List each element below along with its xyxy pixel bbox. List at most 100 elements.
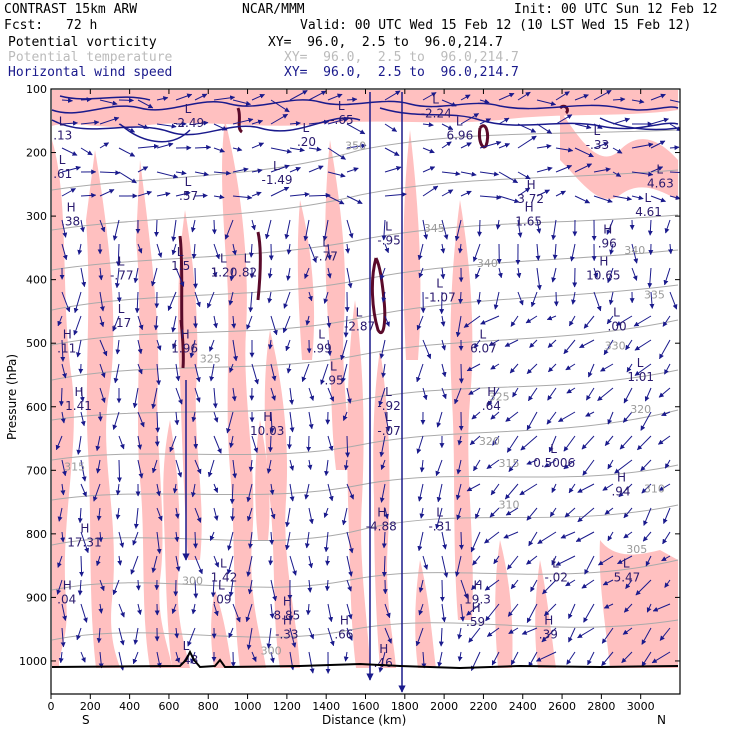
x-tick-label: 3000	[627, 700, 655, 713]
wind-arrow	[510, 651, 519, 666]
wind-arrow	[231, 243, 237, 256]
wind-arrow	[209, 363, 215, 382]
wind-arrow	[555, 555, 576, 566]
wind-arrow	[463, 315, 481, 328]
wind-arrow	[669, 195, 680, 200]
wind-arrow	[471, 579, 481, 591]
wind-arrow	[99, 315, 105, 328]
wind-arrow	[422, 147, 435, 154]
wind-arrow	[269, 531, 275, 545]
wind-arrow	[98, 531, 104, 543]
wind-arrow	[641, 651, 652, 667]
extremum-value: 1.5	[171, 259, 190, 273]
wind-arrow	[593, 195, 613, 203]
wind-arrow	[231, 387, 237, 402]
wind-arrow	[118, 147, 136, 157]
wind-arrow	[379, 267, 386, 280]
pv-region	[222, 120, 266, 668]
theta-isoline	[51, 214, 679, 271]
wind-arrow	[112, 411, 120, 430]
extremum-type: L	[436, 277, 443, 291]
wind-arrow	[608, 291, 614, 305]
x-tick-label: 2800	[587, 700, 615, 713]
wind-arrow	[555, 91, 570, 101]
wind-arrow	[153, 315, 159, 331]
wind-arrow	[213, 243, 221, 260]
extremum-value: 5.47	[614, 570, 641, 584]
wind-arrow	[308, 243, 317, 263]
wind-arrow	[418, 603, 424, 616]
wind-arrow	[156, 363, 162, 386]
wind-arrow	[544, 603, 557, 617]
wind-arrow	[510, 315, 519, 327]
wind-arrow	[505, 507, 519, 516]
wind-arrow	[346, 267, 353, 289]
extremum-value: .20	[297, 135, 316, 149]
wind-arrow	[61, 97, 73, 103]
wind-arrow	[99, 170, 121, 176]
wind-arrow	[99, 142, 110, 149]
wind-arrow	[343, 651, 349, 662]
wind-arrow	[659, 627, 671, 641]
wind-arrow	[268, 435, 273, 453]
extremum-value: 10.03	[250, 424, 284, 438]
org-label: NCAR/MMM	[242, 2, 305, 17]
wind-arrow	[289, 167, 301, 173]
wind-arrow	[112, 219, 120, 241]
extremum-type: L	[385, 385, 392, 399]
init-time: Init: 00 UTC Sun 12 Feb 12	[514, 2, 718, 17]
wind-arrow	[96, 507, 102, 521]
wind-arrow	[305, 603, 311, 616]
wind-arrow	[587, 651, 595, 666]
x-tick-label: 2200	[469, 700, 497, 713]
wind-arrow	[137, 435, 143, 450]
wind-arrow	[80, 267, 87, 288]
wind-arrow	[340, 339, 348, 361]
theta-label: 320	[630, 403, 651, 416]
wind-arrow	[498, 143, 511, 149]
wind-arrow	[155, 411, 161, 433]
wind-arrow	[320, 363, 329, 385]
field-xy-theta: XY= 96.0, 2.5 to 96.0,214.7	[284, 50, 519, 65]
wind-arrow	[248, 243, 254, 258]
extremum-value: .00	[608, 319, 627, 333]
wind-arrow	[270, 387, 276, 401]
wind-arrow	[118, 97, 134, 103]
wind-arrow	[384, 166, 402, 173]
wind-arrow	[487, 387, 500, 407]
wind-arrow	[441, 189, 454, 197]
wind-arrow	[631, 267, 638, 281]
wind-arrow	[422, 555, 429, 570]
extremum-type: L	[385, 220, 392, 234]
wind-arrow	[251, 93, 265, 101]
extremum-type: L	[59, 115, 66, 129]
wind-arrow	[57, 507, 63, 522]
wind-arrow	[229, 435, 234, 448]
wind-arrow	[191, 411, 197, 423]
wind-arrow	[652, 603, 671, 612]
extremum-type: H	[525, 200, 534, 214]
wind-arrow	[226, 411, 234, 434]
wind-arrow	[303, 219, 310, 242]
wind-arrow	[228, 291, 234, 306]
wind-arrow	[422, 92, 437, 101]
wind-arrow	[308, 387, 315, 401]
wind-arrow	[618, 483, 633, 498]
wind-arrow	[98, 603, 104, 614]
wind-arrow	[634, 363, 652, 376]
wind-arrow	[285, 507, 291, 528]
wind-arrow	[76, 435, 82, 455]
wind-arrow	[95, 435, 101, 452]
pv-region	[599, 540, 678, 668]
wind-arrow	[517, 219, 523, 238]
wind-arrow	[485, 603, 500, 622]
wind-arrow	[490, 363, 500, 370]
extremum-value: .39	[539, 628, 558, 642]
wind-arrow	[251, 191, 262, 197]
wind-arrow	[289, 483, 295, 502]
wind-arrow	[213, 123, 228, 131]
wind-arrow	[650, 195, 666, 203]
wind-arrow	[530, 579, 538, 593]
extremum-value: 8.85	[274, 608, 301, 622]
wind-arrow	[175, 459, 183, 478]
